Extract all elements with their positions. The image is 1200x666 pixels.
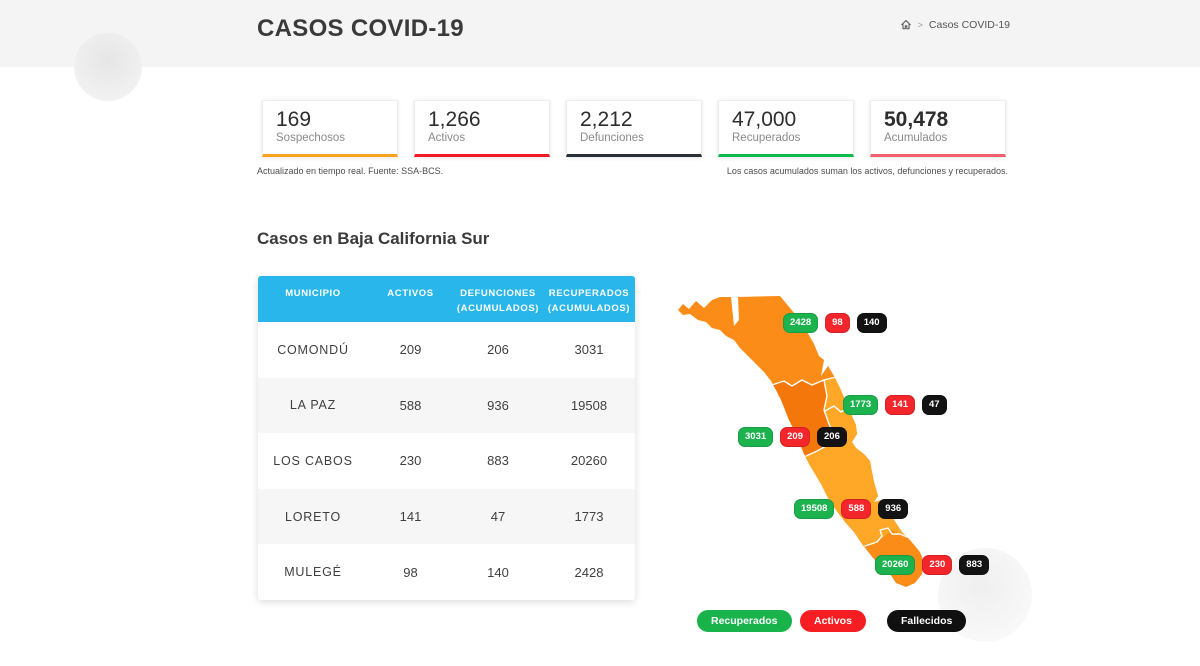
map-badges-comondu: 3031 209 206 <box>738 427 847 447</box>
stat-label: Defunciones <box>580 132 644 145</box>
home-icon[interactable] <box>900 19 912 31</box>
stat-label: Recuperados <box>732 132 801 145</box>
badge-fallecidos: 140 <box>856 313 887 333</box>
cell-recuperados: 20260 <box>570 453 608 469</box>
table-row: MULEGÉ 98 140 2428 <box>258 544 635 600</box>
map-badges-mulege: 2428 98 140 <box>783 313 887 333</box>
stat-label: Activos <box>428 132 466 145</box>
badge-activos: 98 <box>825 313 850 333</box>
cell-activos: 588 <box>399 397 422 413</box>
cell-recuperados: 1773 <box>574 509 604 525</box>
badge-activos: 209 <box>780 427 810 447</box>
stat-value: 169 <box>276 108 312 131</box>
page-title: CASOS COVID-19 <box>257 15 464 42</box>
cell-municipio: LORETO <box>285 509 341 524</box>
badge-activos: 230 <box>922 555 953 575</box>
badge-recuperados: 19508 <box>794 499 835 519</box>
stat-label: Sospechosos <box>276 132 346 145</box>
stat-value: 1,266 <box>428 108 481 131</box>
stat-cards: 169 Sospechosos 1,266 Activos 2,212 Defu… <box>262 100 1006 157</box>
stat-card-acumulados: 50,478 Acumulados <box>870 100 1006 157</box>
badge-recuperados: 1773 <box>843 395 879 415</box>
column-header-municipio: MUNICIPIO <box>285 288 341 299</box>
stat-card-sospechosos: 169 Sospechosos <box>262 100 398 157</box>
table-header: MUNICIPIO ACTIVOS DEFUNCIONES (ACUMULADOS… <box>258 276 635 322</box>
badge-fallecidos: 47 <box>922 395 947 415</box>
stat-card-recuperados: 47,000 Recuperados <box>718 100 854 157</box>
cell-activos: 98 <box>403 564 418 580</box>
cell-defunciones: 140 <box>487 564 509 580</box>
legend-recuperados-button[interactable]: Recuperados <box>697 610 792 632</box>
stat-card-activos: 1,266 Activos <box>414 100 550 157</box>
table-row: COMONDÚ 209 206 3031 <box>258 322 635 378</box>
badge-fallecidos: 936 <box>878 499 909 519</box>
cases-table: MUNICIPIO ACTIVOS DEFUNCIONES (ACUMULADOS… <box>258 276 635 600</box>
cell-recuperados: 3031 <box>574 342 604 358</box>
badge-fallecidos: 883 <box>959 555 990 575</box>
column-header-recuperados: RECUPERADOS (ACUMULADOS) <box>547 288 631 315</box>
cell-defunciones: 47 <box>490 509 506 525</box>
stat-value: 50,478 <box>884 108 949 131</box>
footnote-accumulated: Los casos acumulados suman los activos, … <box>726 166 1008 176</box>
legend-fallecidos-button[interactable]: Fallecidos <box>887 610 967 632</box>
map-badges-loscabos: 20260 230 883 <box>875 555 990 575</box>
section-title: Casos en Baja California Sur <box>257 229 490 248</box>
cell-defunciones: 936 <box>487 397 509 413</box>
badge-activos: 588 <box>841 499 872 519</box>
map-badges-lapaz: 19508 588 936 <box>794 499 909 519</box>
column-header-defunciones: DEFUNCIONES (ACUMULADOS) <box>456 288 540 315</box>
table-row: LORETO 141 47 1773 <box>258 488 635 545</box>
column-header-activos: ACTIVOS <box>387 288 434 299</box>
badge-recuperados: 20260 <box>875 555 916 575</box>
breadcrumb: > Casos COVID-19 <box>900 19 1010 31</box>
breadcrumb-separator: > <box>917 20 923 30</box>
stat-value: 2,212 <box>580 108 633 131</box>
cell-activos: 230 <box>399 453 422 469</box>
region-loreto-lapaz <box>806 377 907 546</box>
badge-recuperados: 3031 <box>738 427 774 447</box>
breadcrumb-current: Casos COVID-19 <box>928 19 1010 31</box>
stat-value: 47,000 <box>732 108 797 131</box>
table-row: LOS CABOS 230 883 20260 <box>258 433 635 489</box>
top-bar <box>0 0 1200 67</box>
stat-card-defunciones: 2,212 Defunciones <box>566 100 702 157</box>
table-row: LA PAZ 588 936 19508 <box>258 377 635 434</box>
cell-municipio: LA PAZ <box>289 398 337 413</box>
footnote-source: Actualizado en tiempo real. Fuente: SSA-… <box>257 166 444 176</box>
map-badges-loreto: 1773 141 47 <box>843 395 947 415</box>
cell-activos: 209 <box>399 342 422 358</box>
cell-municipio: COMONDÚ <box>277 342 349 357</box>
badge-activos: 141 <box>885 395 915 415</box>
cell-municipio: MULEGÉ <box>284 565 342 580</box>
cell-recuperados: 2428 <box>574 564 604 580</box>
stat-label: Acumulados <box>884 132 948 145</box>
bcs-map: 2428 98 140 1773 141 47 3031 209 206 195… <box>678 284 990 594</box>
cell-recuperados: 19508 <box>570 397 608 413</box>
cell-municipio: LOS CABOS <box>273 453 353 468</box>
cell-activos: 141 <box>399 509 422 525</box>
cell-defunciones: 883 <box>487 453 509 469</box>
border-lapaz-loscabos <box>864 527 908 547</box>
cell-defunciones: 206 <box>487 342 509 358</box>
badge-fallecidos: 206 <box>817 427 847 447</box>
legend-activos-button[interactable]: Activos <box>800 610 866 632</box>
badge-recuperados: 2428 <box>783 313 819 333</box>
decorative-circle-top <box>74 33 142 101</box>
